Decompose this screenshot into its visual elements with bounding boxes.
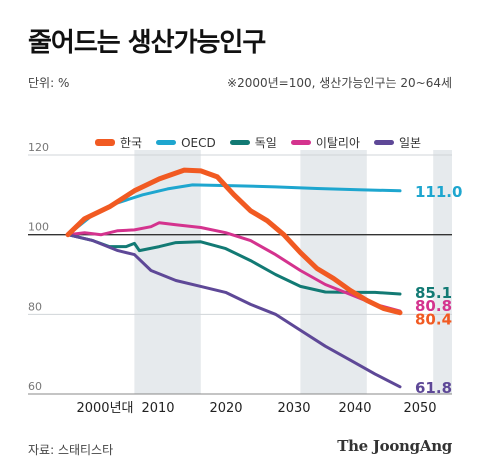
unit-label: 단위: % <box>28 76 70 90</box>
y-tick-labels: 60 80 100 120 <box>28 141 49 393</box>
series-lines <box>65 167 403 389</box>
legend-swatch-germany <box>229 140 250 145</box>
y-tick-label-100: 100 <box>28 221 49 234</box>
shaded-band-1 <box>300 150 367 394</box>
legend-label-oecd: OECD <box>181 135 216 150</box>
legend-label-germany: 독일 <box>254 136 277 150</box>
x-tick-label-2030: 2030 <box>277 401 310 416</box>
brand-logo: The JoongAng <box>337 437 452 455</box>
x-tick-labels: 2000년대 2010 2020 2030 2040 2050 <box>76 401 436 416</box>
x-tick-label-2020: 2020 <box>209 401 242 416</box>
y-tick-label-120: 120 <box>28 141 49 154</box>
end-value-labels: 80.4 111.0 85.180.8 61.8 <box>415 183 462 397</box>
legend-label-korea: 한국 <box>120 136 143 150</box>
end-label-germany: 85.1 <box>415 284 452 302</box>
legend-swatch-japan <box>374 140 395 145</box>
legend-item-korea: 한국 <box>95 134 142 151</box>
series-line-korea <box>65 167 403 316</box>
series-line-japan <box>66 233 402 389</box>
chart-title: 줄어드는 생산가능인구 <box>28 28 266 58</box>
legend-item-italy: 이탈리아 <box>290 134 361 151</box>
legend-swatch-italy <box>290 140 311 145</box>
legend-swatch-oecd <box>156 140 177 145</box>
legend: 한국 OECD 독일 이탈리아 일본 <box>95 134 421 151</box>
legend-item-germany: 독일 <box>229 134 277 151</box>
x-tick-label-2040: 2040 <box>338 401 371 416</box>
x-tick-label-2000년대: 2000년대 <box>76 401 133 416</box>
legend-item-oecd: OECD <box>156 134 216 151</box>
source-note: 자료: 스태티스타 <box>28 443 114 457</box>
shaded-band-2 <box>433 150 452 394</box>
legend-item-japan: 일본 <box>374 134 421 151</box>
end-label-japan: 61.8 <box>415 379 452 397</box>
legend-label-italy: 이탈리아 <box>315 136 361 150</box>
x-tick-label-2050: 2050 <box>403 401 436 416</box>
end-label-korea: 80.4 <box>415 311 452 329</box>
legend-label-japan: 일본 <box>399 136 422 150</box>
series-line-italy <box>66 221 402 313</box>
x-tick-label-2010: 2010 <box>141 401 174 416</box>
end-label-oecd: 111.0 <box>415 183 462 201</box>
shaded-band-0 <box>134 150 201 394</box>
y-tick-label-60: 60 <box>28 380 42 393</box>
legend-swatch-korea <box>95 139 115 146</box>
chart-note: ※2000년=100, 생산가능인구는 20~64세 <box>227 76 452 90</box>
end-label-italy: 80.8 <box>415 297 452 315</box>
series-line-germany <box>66 233 402 296</box>
y-tick-label-80: 80 <box>28 300 42 313</box>
